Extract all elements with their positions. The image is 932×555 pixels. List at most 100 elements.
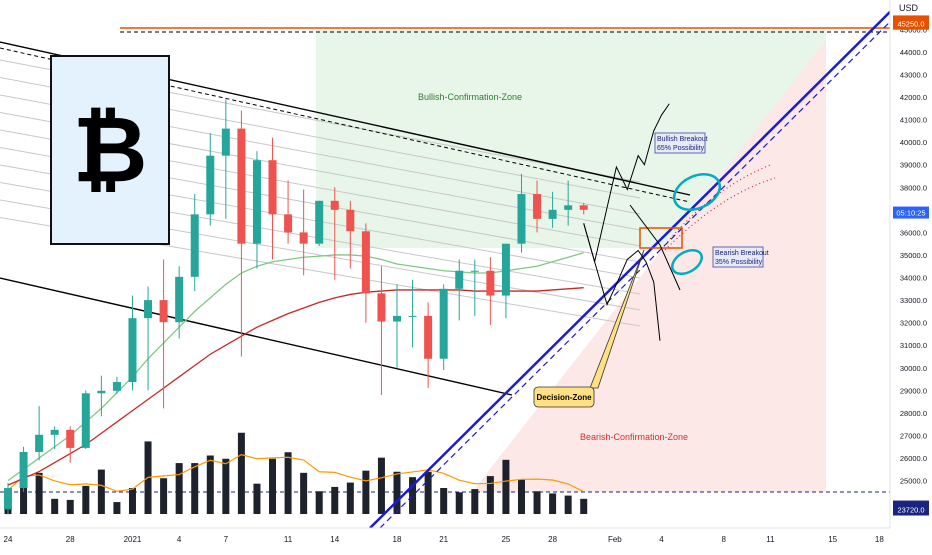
time-tick-label: 4	[177, 535, 182, 544]
price-axis: 45000.0 44000.0 43000.0 42000.0 41000.0 40000…	[889, 0, 929, 528]
candle-body	[159, 300, 168, 323]
volume-bar	[175, 463, 183, 514]
volume-bar	[66, 499, 74, 514]
volume-bar	[440, 488, 448, 514]
price-tick-label: 31000.0	[900, 341, 927, 350]
time-tick-label: 14	[330, 535, 339, 544]
volume-moving-average	[7, 453, 584, 493]
time-tick-label: 7	[224, 535, 229, 544]
candle-body	[299, 232, 308, 244]
price-tick-label: 43000.0	[900, 70, 927, 79]
volume-bar	[97, 469, 105, 514]
bearish-breakout-title: Bearish Breakout	[715, 250, 769, 257]
currency-label[interactable]: USD	[898, 3, 918, 13]
volume-bar	[455, 492, 463, 514]
candle-body	[517, 194, 526, 244]
candle-body	[97, 390, 106, 394]
time-axis: 24 28 2021 4 7 11 14 18 21 25 28 Feb 4 8 11 15 18	[0, 527, 890, 544]
price-tick-label: 44000.0	[900, 48, 927, 57]
volume-bar	[269, 458, 277, 514]
volume-bar	[237, 432, 245, 514]
candle-body	[284, 214, 293, 233]
bullish-breakout-box	[654, 132, 706, 154]
candles-layer	[4, 99, 588, 515]
price-badge-label: 05:10:25	[896, 209, 925, 218]
candle-body	[252, 160, 261, 244]
price-tick-label: 28000.0	[900, 409, 927, 418]
time-tick-label: 18	[393, 535, 402, 544]
time-tick-label: 24	[4, 535, 13, 544]
channel-lower-line	[0, 277, 513, 396]
ascending-trendline	[369, 10, 890, 528]
volume-bar	[51, 498, 59, 514]
bullish-projection-path	[583, 103, 670, 262]
decision-arrow-down	[659, 244, 681, 291]
volume-bar	[35, 472, 43, 514]
price-tick-label: 26000.0	[900, 454, 927, 463]
bullish-target-ellipse	[672, 173, 722, 211]
candle-body	[393, 315, 401, 322]
candle-body	[424, 315, 433, 359]
candle-body	[361, 231, 370, 294]
price-badge	[893, 17, 929, 30]
projected-curve-lower	[664, 177, 776, 251]
candle-body	[346, 209, 355, 232]
time-tick-label: 28	[548, 535, 557, 544]
bearish-breakout-prob: 35% Possibility	[715, 259, 763, 266]
time-tick-label: 11	[766, 535, 775, 544]
price-tick-label: 30000.0	[900, 364, 927, 373]
price-tick-label: 25000.0	[900, 477, 927, 486]
bearish-projection-path	[583, 223, 661, 341]
candle-body	[315, 200, 324, 244]
volume-bar	[128, 488, 136, 514]
zones-layer: Bullish-Confirmation-Zone Bearish-Confirm…	[316, 30, 826, 492]
volume-bar	[393, 471, 401, 514]
volume-bar	[533, 491, 541, 514]
volume-bar	[284, 452, 292, 514]
volume-bar	[362, 470, 370, 514]
bullish-breakout-title: Bullish Breakout	[657, 136, 708, 143]
volume-bar	[564, 495, 572, 514]
moving-averages	[7, 252, 584, 486]
time-tick-label: 4	[659, 535, 664, 544]
candle-body	[408, 315, 417, 317]
decision-zone-callout	[533, 386, 595, 408]
volume-bar	[502, 459, 510, 514]
bullish-breakout-prob: 65% Possibility	[657, 145, 705, 152]
candle-body	[377, 293, 386, 322]
candle-body	[579, 205, 588, 210]
time-tick-label: 21	[439, 535, 448, 544]
price-tick-label: 36000.0	[900, 228, 927, 237]
candle-body	[19, 451, 28, 489]
candle-body	[190, 214, 199, 277]
time-tick-label: 25	[501, 535, 510, 544]
price-tick-label: 45000.0	[900, 25, 927, 34]
price-tick-label: 42000.0	[900, 93, 927, 102]
volume-bar	[206, 455, 214, 514]
candle-body	[206, 155, 215, 215]
fast-moving-average	[7, 252, 584, 482]
volume-bar	[346, 482, 354, 514]
channel-upper-dashed-line	[0, 47, 691, 203]
ascending-trendline-dashed	[379, 20, 890, 528]
price-tick-label: 34000.0	[900, 274, 927, 283]
price-tick-label: 29000.0	[900, 386, 927, 395]
time-tick-label: 28	[66, 535, 75, 544]
time-tick-label: 2021	[124, 535, 142, 544]
price-badge	[893, 206, 929, 219]
volume-bar	[222, 458, 230, 514]
volume-bar	[315, 491, 323, 514]
decision-zone-label: Decision-Zone	[536, 393, 592, 402]
price-tick-label: 38000.0	[900, 183, 927, 192]
decision-arrow-up	[629, 204, 661, 246]
candle-body	[501, 243, 510, 296]
time-tick-label: 18	[875, 535, 884, 544]
candle-body	[455, 270, 464, 289]
price-tick-label: 27000.0	[900, 431, 927, 440]
candle-body	[66, 429, 75, 448]
candle-body	[564, 205, 573, 210]
candle-body	[221, 128, 230, 156]
time-tick-label: Feb	[608, 535, 622, 544]
